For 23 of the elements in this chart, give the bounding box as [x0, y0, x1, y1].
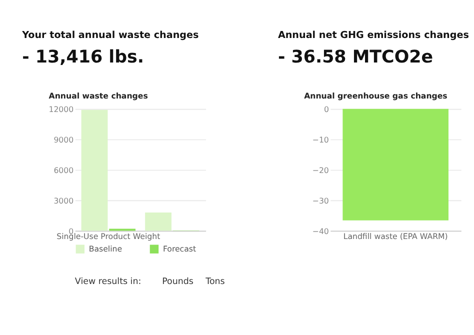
- text: Annual greenhouse gas changes: [304, 91, 448, 100]
- x-tick-label: Landfill waste (EPA WARM): [343, 232, 448, 242]
- chart-title: Annual net GHG emissions changes: [278, 30, 470, 42]
- y-tick-label: −20: [312, 166, 329, 175]
- y-tick-label: 12000: [48, 104, 74, 114]
- bar: [145, 212, 172, 231]
- text: View results in:: [74, 276, 142, 287]
- y-tick-label: 0: [324, 104, 329, 114]
- y-tick-label: 9000: [54, 135, 74, 144]
- y-tick-label: −30: [312, 196, 329, 206]
- chart-subtitle: - 36.58 MTCO2e: [278, 48, 434, 68]
- text: Pounds: [162, 276, 194, 287]
- y-tick-label: 6000: [54, 166, 74, 175]
- chart-subtitle: - 13,416 lbs.: [22, 48, 144, 68]
- y-tick-label: −40: [312, 226, 329, 236]
- y-tick-label: −10: [312, 135, 329, 144]
- y-tick-label: 3000: [54, 196, 74, 206]
- legend-label: Baseline: [88, 244, 122, 254]
- text: Tons: [204, 276, 226, 287]
- text: Annual waste changes: [48, 91, 148, 100]
- legend-label: Forecast: [162, 244, 196, 254]
- chart-title: Your total annual waste changes: [21, 30, 199, 42]
- bar: [81, 110, 108, 231]
